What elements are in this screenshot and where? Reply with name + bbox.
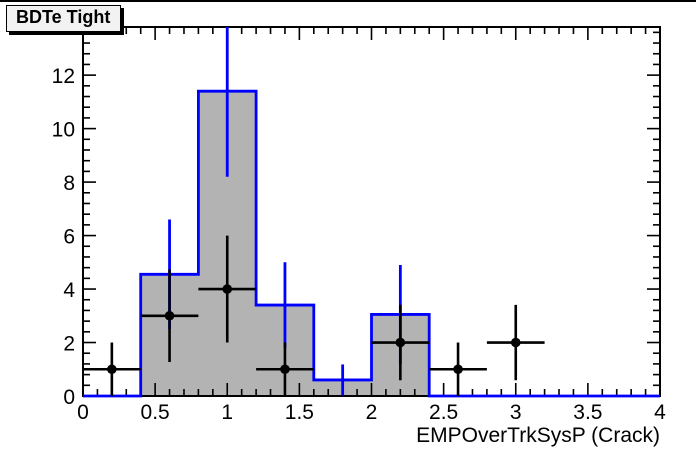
x-axis-title: EMPOverTrkSysP (Crack) xyxy=(416,424,660,447)
x-tick-label: 1.5 xyxy=(285,401,314,424)
y-tick-label: 0 xyxy=(63,386,75,409)
data-point xyxy=(140,269,199,363)
hist-outline xyxy=(83,89,660,398)
x-tick-label: 0 xyxy=(77,401,89,424)
data-point-marker xyxy=(280,364,290,375)
data-point-marker xyxy=(107,364,117,375)
plot-title-box: BDTe Tight xyxy=(6,5,122,32)
data-point-marker xyxy=(222,284,233,294)
data-point-marker xyxy=(164,310,175,321)
x-tick-label: 4 xyxy=(654,401,666,424)
data-point xyxy=(371,304,430,381)
data-point xyxy=(429,342,487,396)
x-tick-labels: 0 0.5 1 1.5 2 2.5 3 3.5 4 xyxy=(77,401,666,424)
y-tick-labels: 0 2 4 6 8 10 12 xyxy=(52,65,76,409)
y-tick-label: 8 xyxy=(63,172,75,195)
data-point-marker xyxy=(510,337,521,348)
y-tick-label: 4 xyxy=(63,279,75,302)
y-tick-label: 2 xyxy=(63,333,75,356)
y-tick-label: 12 xyxy=(52,65,75,88)
data-point-marker xyxy=(453,364,463,375)
y-tick-label: 6 xyxy=(63,226,75,249)
y-tick-label: 10 xyxy=(52,119,75,142)
x-tick-label: 3 xyxy=(510,401,522,424)
plot-title: BDTe Tight xyxy=(16,7,111,27)
x-tick-label: 0.5 xyxy=(141,401,170,424)
x-tick-label: 2 xyxy=(366,401,378,424)
hist-step-line xyxy=(83,89,660,398)
data-point xyxy=(486,304,545,381)
data-point xyxy=(198,235,257,343)
x-tick-label: 1 xyxy=(221,401,233,424)
x-tick-label: 2.5 xyxy=(429,401,458,424)
data-point xyxy=(83,342,141,396)
data-point xyxy=(256,342,314,396)
x-tick-label: 3.5 xyxy=(573,401,602,424)
data-points xyxy=(83,235,545,396)
data-point-marker xyxy=(395,337,406,348)
